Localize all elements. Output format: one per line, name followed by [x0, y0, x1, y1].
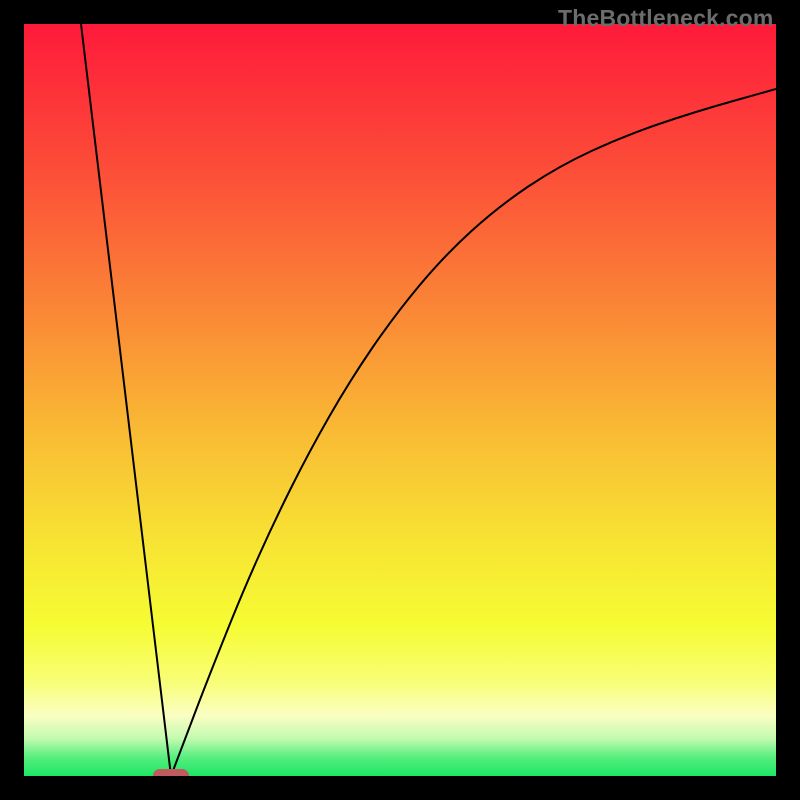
- watermark-text: TheBottleneck.com: [558, 5, 774, 32]
- gradient-background: [24, 24, 776, 776]
- chart-frame: [0, 0, 800, 800]
- bottleneck-chart: [0, 0, 800, 800]
